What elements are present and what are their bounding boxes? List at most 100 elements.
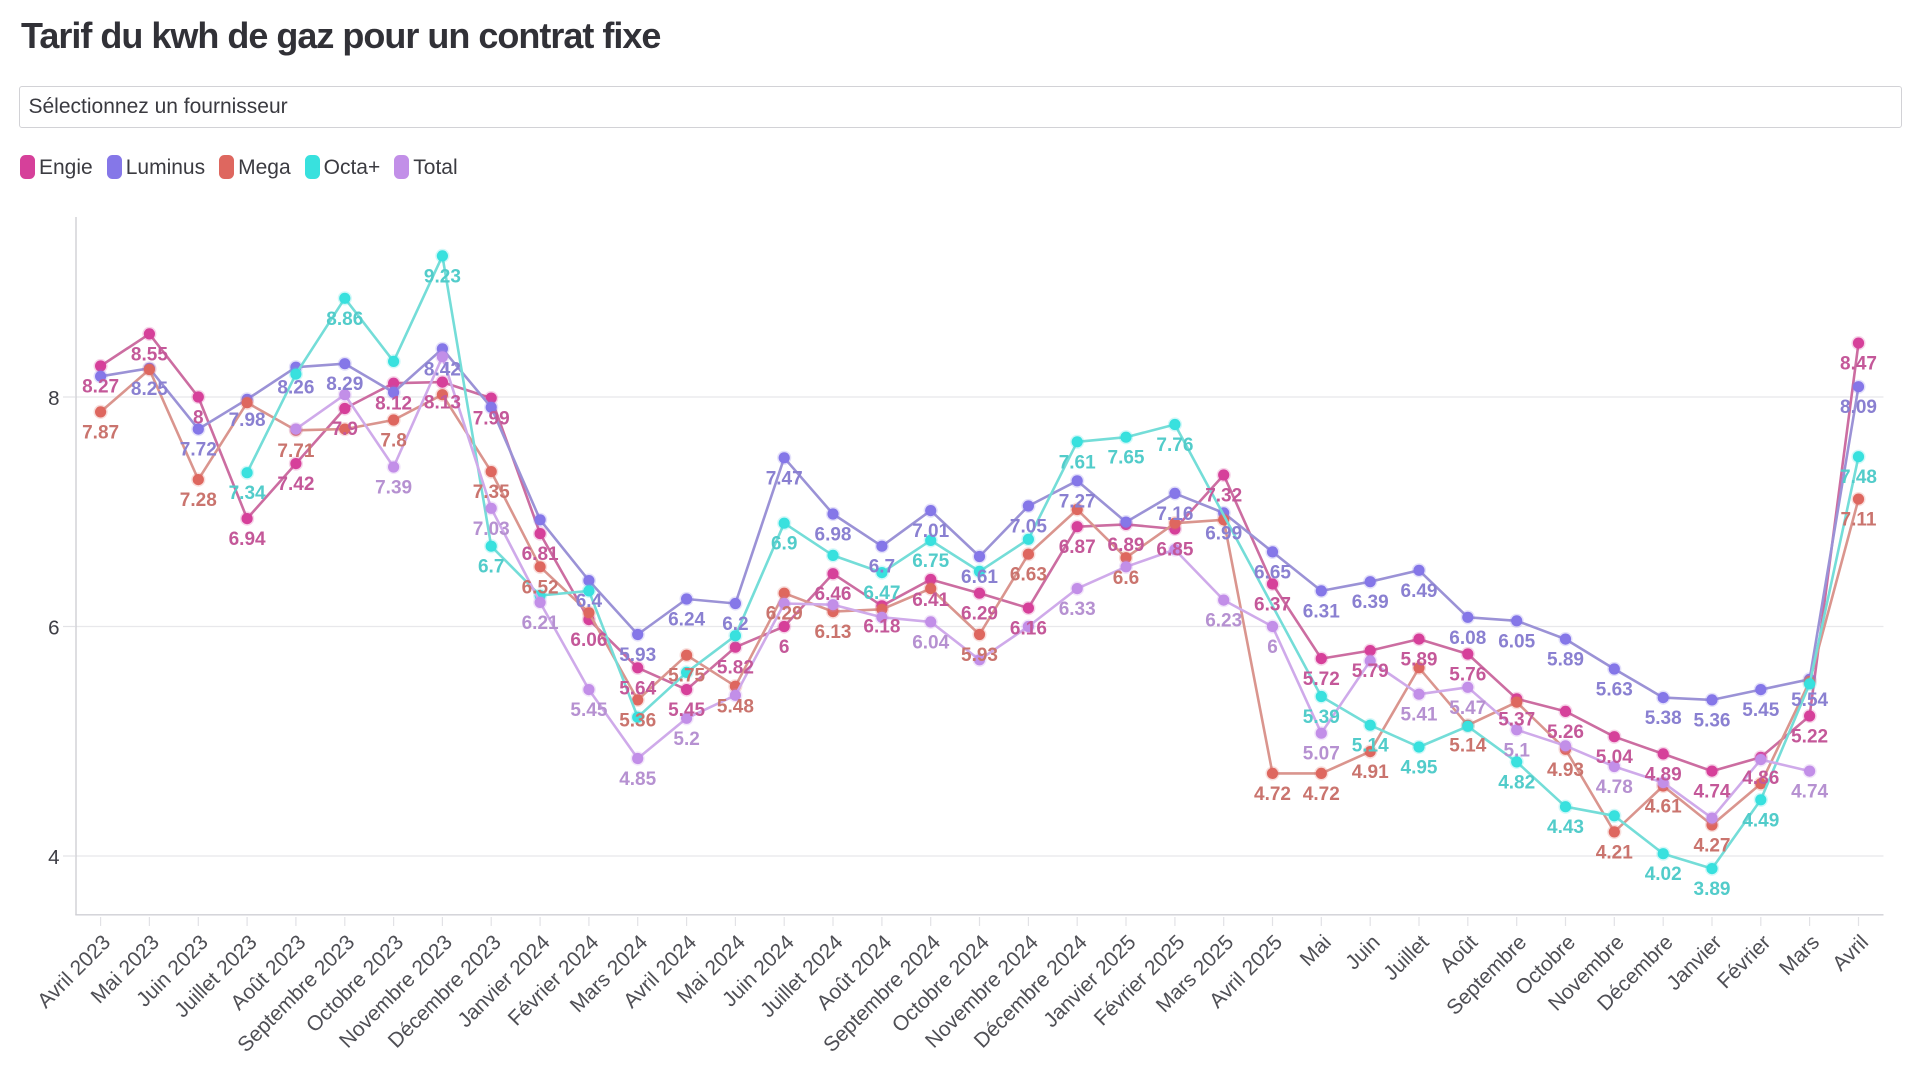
svg-text:5.14: 5.14 [1352,736,1389,757]
svg-text:7.72: 7.72 [180,440,217,461]
svg-text:6.08: 6.08 [1449,628,1486,649]
svg-text:Avril: Avril [1828,931,1873,976]
svg-text:6.81: 6.81 [522,544,559,565]
svg-text:8.29: 8.29 [326,374,363,395]
svg-text:6.13: 6.13 [815,622,852,643]
svg-text:8.13: 8.13 [424,393,461,414]
svg-text:7.71: 7.71 [277,441,314,462]
svg-text:5.63: 5.63 [1596,680,1633,701]
svg-text:9.23: 9.23 [424,266,461,287]
svg-text:6.33: 6.33 [1059,599,1096,620]
svg-text:6.75: 6.75 [912,551,949,572]
svg-text:7.35: 7.35 [473,482,510,503]
svg-text:5.76: 5.76 [1449,665,1486,686]
svg-text:6.39: 6.39 [1352,592,1389,613]
svg-text:6.29: 6.29 [961,604,998,625]
svg-text:7.27: 7.27 [1059,491,1096,512]
svg-text:6.7: 6.7 [869,557,895,578]
svg-text:7.28: 7.28 [180,490,217,511]
svg-text:4: 4 [48,846,59,869]
svg-text:6.23: 6.23 [1205,611,1242,632]
svg-text:6.9: 6.9 [771,534,797,555]
svg-text:8: 8 [193,408,204,429]
svg-text:7.03: 7.03 [473,519,510,540]
svg-text:4.43: 4.43 [1547,817,1584,838]
svg-text:4.49: 4.49 [1742,810,1779,831]
svg-text:4.27: 4.27 [1694,836,1731,857]
svg-text:6.16: 6.16 [1010,619,1047,640]
svg-text:6.98: 6.98 [815,525,852,546]
svg-text:6.65: 6.65 [1254,562,1291,583]
svg-text:7.16: 7.16 [1156,504,1193,525]
svg-text:7.42: 7.42 [277,474,314,495]
svg-text:Mars: Mars [1775,931,1824,980]
svg-text:6.18: 6.18 [863,616,900,637]
svg-text:Juin: Juin [1341,931,1385,975]
svg-text:5.26: 5.26 [1547,722,1584,743]
svg-text:5.45: 5.45 [570,700,607,721]
svg-text:7.98: 7.98 [229,410,266,431]
svg-text:5.45: 5.45 [668,700,705,721]
svg-text:8.86: 8.86 [326,309,363,330]
svg-text:4.72: 4.72 [1254,784,1291,805]
svg-text:8.26: 8.26 [277,378,314,399]
svg-text:6.41: 6.41 [912,590,949,611]
svg-text:8: 8 [48,387,59,410]
svg-text:8.12: 8.12 [375,394,412,415]
svg-text:6.31: 6.31 [1303,601,1340,622]
svg-text:7.32: 7.32 [1205,486,1242,507]
svg-text:6: 6 [779,637,790,658]
svg-text:4.82: 4.82 [1498,772,1535,793]
svg-text:7.47: 7.47 [766,468,803,489]
svg-text:5.07: 5.07 [1303,744,1340,765]
svg-text:6.6: 6.6 [1113,568,1139,589]
svg-text:6.05: 6.05 [1498,631,1535,652]
svg-text:Janvier: Janvier [1662,931,1726,995]
svg-text:8.55: 8.55 [131,344,168,365]
svg-text:4.74: 4.74 [1694,782,1731,803]
svg-text:5.72: 5.72 [1303,669,1340,690]
svg-text:5.38: 5.38 [1645,708,1682,729]
svg-text:6.99: 6.99 [1205,523,1242,544]
svg-text:8.27: 8.27 [82,377,119,398]
svg-text:6.4: 6.4 [576,591,603,612]
svg-text:5.14: 5.14 [1449,736,1486,757]
svg-text:7.99: 7.99 [473,409,510,430]
svg-text:5.64: 5.64 [619,678,656,699]
svg-text:6.29: 6.29 [766,604,803,625]
svg-text:6.37: 6.37 [1254,595,1291,616]
svg-text:7.8: 7.8 [380,431,406,452]
svg-text:6.52: 6.52 [522,577,559,598]
svg-text:4.21: 4.21 [1596,842,1633,863]
svg-text:8.25: 8.25 [131,379,168,400]
svg-text:6.46: 6.46 [815,584,852,605]
svg-text:5.45: 5.45 [1742,700,1779,721]
svg-text:8.47: 8.47 [1840,354,1877,375]
svg-text:4.95: 4.95 [1401,758,1438,779]
svg-text:5.47: 5.47 [1449,698,1486,719]
svg-text:5.04: 5.04 [1596,747,1633,768]
svg-text:5.2: 5.2 [673,729,699,750]
svg-text:5.75: 5.75 [668,666,705,687]
svg-text:4.86: 4.86 [1742,768,1779,789]
svg-text:3.89: 3.89 [1694,879,1731,900]
svg-text:7.34: 7.34 [229,483,266,504]
svg-text:4.74: 4.74 [1791,782,1828,803]
svg-text:5.39: 5.39 [1303,707,1340,728]
svg-text:5.89: 5.89 [1547,650,1584,671]
svg-text:5.82: 5.82 [717,658,754,679]
svg-text:4.93: 4.93 [1547,760,1584,781]
svg-text:4.78: 4.78 [1596,777,1633,798]
svg-text:6.06: 6.06 [570,630,607,651]
svg-text:7.9: 7.9 [332,419,358,440]
svg-text:6.21: 6.21 [522,613,559,634]
svg-text:6.61: 6.61 [961,567,998,588]
svg-text:4.72: 4.72 [1303,784,1340,805]
svg-text:5.37: 5.37 [1498,709,1535,730]
svg-text:4.02: 4.02 [1645,864,1682,885]
svg-text:6.24: 6.24 [668,610,705,631]
svg-text:7.76: 7.76 [1156,435,1193,456]
svg-text:6.49: 6.49 [1401,581,1438,602]
svg-text:5.36: 5.36 [1694,710,1731,731]
svg-text:6.63: 6.63 [1010,565,1047,586]
